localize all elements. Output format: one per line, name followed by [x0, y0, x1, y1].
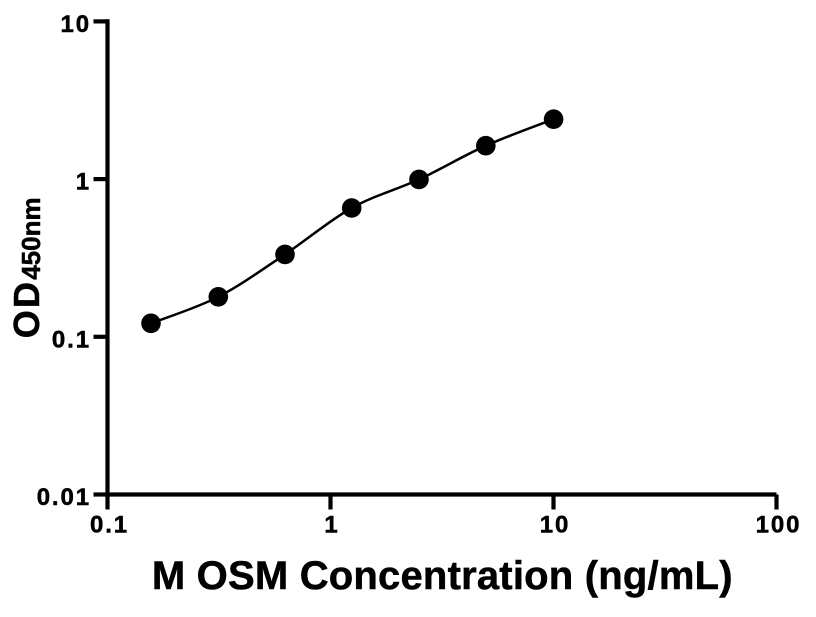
svg-text:10: 10 [540, 512, 571, 539]
svg-text:0.1: 0.1 [52, 326, 91, 353]
svg-text:1: 1 [76, 169, 91, 196]
svg-text:0.1: 0.1 [90, 512, 129, 539]
svg-text:10: 10 [61, 11, 92, 38]
svg-text:M OSM Concentration (ng/mL): M OSM Concentration (ng/mL) [152, 554, 733, 598]
svg-text:100: 100 [756, 512, 802, 539]
svg-text:1: 1 [324, 512, 339, 539]
svg-text:0.01: 0.01 [37, 484, 91, 511]
